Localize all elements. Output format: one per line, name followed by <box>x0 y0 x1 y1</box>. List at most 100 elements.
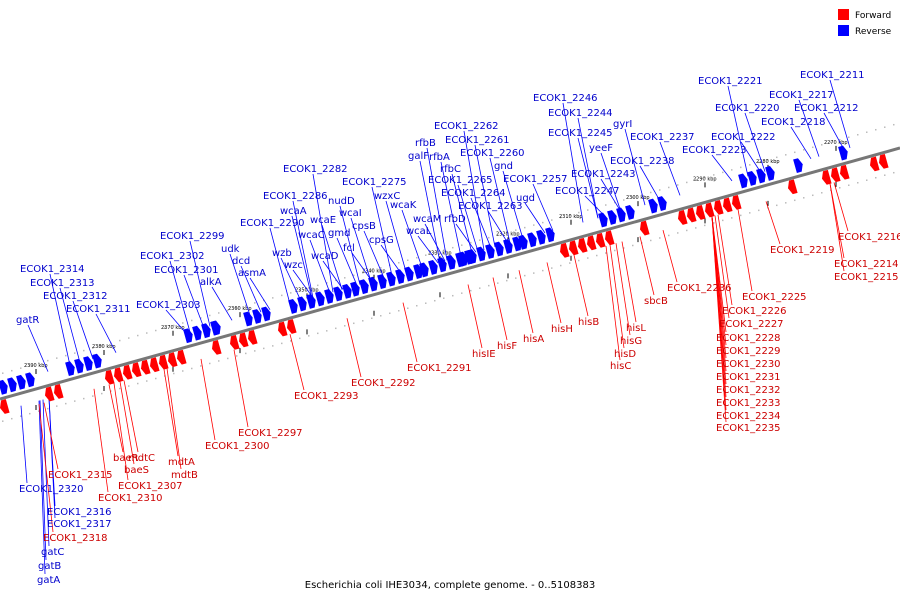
reverse-gene-label[interactable]: wcaA <box>280 206 307 217</box>
forward-gene-label[interactable]: ECOK1_2214 <box>834 259 899 270</box>
reverse-gene-label[interactable]: fcl <box>343 243 355 254</box>
forward-gene-label[interactable]: hisF <box>497 341 517 352</box>
reverse-gene-label[interactable]: ECOK1_2303 <box>136 300 201 311</box>
forward-gene-label[interactable]: hisA <box>523 334 544 345</box>
forward-gene-label[interactable]: ECOK1_2235 <box>716 423 781 434</box>
reverse-gene-label[interactable]: gatA <box>37 575 60 586</box>
forward-gene-label[interactable]: mdtC <box>128 453 155 464</box>
reverse-gene-label[interactable]: yeeF <box>589 143 613 154</box>
reverse-gene-label[interactable]: ECOK1_2290 <box>240 218 305 229</box>
forward-gene-label[interactable]: ECOK1_2318 <box>43 533 108 544</box>
forward-gene-label[interactable]: ECOK1_2215 <box>834 272 899 283</box>
reverse-gene-label[interactable]: wcaK <box>390 200 417 211</box>
forward-gene-label[interactable]: hisB <box>578 317 599 328</box>
reverse-gene-label[interactable]: ECOK1_2275 <box>342 177 407 188</box>
reverse-gene-label[interactable]: alkA <box>200 277 222 288</box>
forward-gene-label[interactable]: ECOK1_2228 <box>716 333 781 344</box>
forward-gene-label[interactable]: ECOK1_2226 <box>722 306 787 317</box>
forward-gene-label[interactable]: hisL <box>626 323 646 334</box>
forward-gene-label[interactable]: ECOK1_2233 <box>716 398 781 409</box>
forward-gene-label[interactable]: ECOK1_2310 <box>98 493 163 504</box>
forward-gene-label[interactable]: ECOK1_2236 <box>667 283 732 294</box>
forward-gene-label[interactable]: mdtB <box>171 470 198 481</box>
reverse-gene-label[interactable]: ECOK1_2263 <box>458 201 523 212</box>
forward-gene-label[interactable]: ECOK1_2300 <box>205 441 270 452</box>
reverse-gene-label[interactable]: gatC <box>41 547 64 558</box>
reverse-gene-label[interactable]: gatR <box>16 315 39 326</box>
reverse-gene-label[interactable]: ECOK1_2264 <box>441 188 506 199</box>
reverse-gene-label[interactable]: ECOK1_2257 <box>503 174 568 185</box>
reverse-gene-label[interactable]: wcaE <box>310 215 336 226</box>
reverse-gene-label[interactable]: wcaL <box>406 226 432 237</box>
forward-gene-label[interactable]: baeR <box>113 453 139 464</box>
forward-gene-label[interactable]: baeS <box>124 465 149 476</box>
reverse-gene-label[interactable]: gatB <box>38 561 61 572</box>
reverse-gene-label[interactable]: ECOK1_2237 <box>630 132 695 143</box>
forward-gene-label[interactable]: ECOK1_2229 <box>716 346 781 357</box>
reverse-gene-label[interactable]: gyrI <box>613 119 632 130</box>
reverse-gene-label[interactable]: rfbC <box>440 164 461 175</box>
forward-gene-label[interactable]: ECOK1_2225 <box>742 292 807 303</box>
reverse-gene-label[interactable]: cpsB <box>352 221 376 232</box>
forward-gene-label[interactable]: ECOK1_2315 <box>48 470 113 481</box>
reverse-gene-label[interactable]: ugd <box>516 193 535 204</box>
reverse-gene-label[interactable]: wzb <box>272 248 292 259</box>
reverse-gene-label[interactable]: wcaD <box>311 251 339 262</box>
reverse-gene-label[interactable]: ECOK1_2243 <box>571 169 636 180</box>
reverse-gene-label[interactable]: ECOK1_2314 <box>20 264 85 275</box>
reverse-gene-label[interactable]: wzxC <box>374 191 400 202</box>
reverse-gene-label[interactable]: ECOK1_2302 <box>140 251 205 262</box>
forward-gene-label[interactable]: ECOK1_2230 <box>716 359 781 370</box>
reverse-gene-label[interactable]: ECOK1_2301 <box>154 265 219 276</box>
reverse-gene-label[interactable]: ECOK1_2261 <box>445 135 510 146</box>
reverse-gene-label[interactable]: ECOK1_2320 <box>19 484 84 495</box>
forward-gene-label[interactable]: ECOK1_2307 <box>118 481 183 492</box>
reverse-gene-label[interactable]: asmA <box>238 268 266 279</box>
reverse-gene-label[interactable]: ECOK1_2244 <box>548 108 613 119</box>
forward-gene-label[interactable]: ECOK1_2293 <box>294 391 359 402</box>
reverse-gene-label[interactable]: cpsG <box>369 235 394 246</box>
reverse-gene-label[interactable]: nudD <box>328 196 355 207</box>
reverse-gene-label[interactable]: rfbD <box>444 214 466 225</box>
reverse-gene-label[interactable]: ECOK1_2247 <box>555 186 620 197</box>
reverse-gene-label[interactable]: udk <box>221 244 240 255</box>
reverse-gene-label[interactable]: ECOK1_2220 <box>715 103 780 114</box>
reverse-gene-label[interactable]: ECOK1_2223 <box>682 145 747 156</box>
reverse-gene-label[interactable]: wcaC <box>298 230 325 241</box>
forward-gene-label[interactable]: hisG <box>620 336 642 347</box>
reverse-gene-label[interactable]: galF <box>408 151 429 162</box>
reverse-gene-label[interactable]: ECOK1_2282 <box>283 164 348 175</box>
reverse-gene-label[interactable]: ECOK1_2212 <box>794 103 859 114</box>
reverse-gene-label[interactable]: gmd <box>328 228 350 239</box>
reverse-gene-label[interactable]: ECOK1_2312 <box>43 291 108 302</box>
reverse-gene-label[interactable]: ECOK1_2217 <box>769 90 834 101</box>
reverse-gene-label[interactable]: ECOK1_2218 <box>761 117 826 128</box>
forward-gene-label[interactable]: hisIE <box>472 349 496 360</box>
reverse-gene-label[interactable]: ECOK1_2313 <box>30 278 95 289</box>
reverse-gene-label[interactable]: wcaI <box>339 208 362 219</box>
reverse-gene-label[interactable]: ECOK1_2316 <box>47 507 112 518</box>
forward-gene-label[interactable]: ECOK1_2227 <box>719 319 784 330</box>
reverse-gene-label[interactable]: wzc <box>284 260 303 271</box>
forward-gene-label[interactable]: ECOK1_2216 <box>838 232 900 243</box>
reverse-gene-label[interactable]: ECOK1_2246 <box>533 93 598 104</box>
reverse-gene-label[interactable]: ECOK1_2265 <box>428 175 493 186</box>
forward-gene-label[interactable]: ECOK1_2232 <box>716 385 781 396</box>
reverse-gene-label[interactable]: ECOK1_2238 <box>610 156 675 167</box>
reverse-gene-label[interactable]: ECOK1_2317 <box>47 519 112 530</box>
reverse-gene-label[interactable]: ECOK1_2222 <box>711 132 776 143</box>
reverse-gene-label[interactable]: gnd <box>494 161 513 172</box>
forward-gene-label[interactable]: ECOK1_2234 <box>716 411 781 422</box>
reverse-gene-label[interactable]: ECOK1_2245 <box>548 128 613 139</box>
forward-gene-label[interactable]: hisD <box>614 349 636 360</box>
forward-gene-label[interactable]: hisC <box>610 361 631 372</box>
reverse-gene-label[interactable]: wcaM <box>413 214 441 225</box>
forward-gene-label[interactable]: sbcB <box>644 296 668 307</box>
reverse-gene-label[interactable]: rfbA <box>429 152 450 163</box>
forward-gene-label[interactable]: ECOK1_2297 <box>238 428 303 439</box>
forward-gene-label[interactable]: ECOK1_2231 <box>716 372 781 383</box>
reverse-gene-label[interactable]: dcd <box>232 256 250 267</box>
forward-gene-label[interactable]: ECOK1_2219 <box>770 245 835 256</box>
reverse-gene-label[interactable]: ECOK1_2299 <box>160 231 225 242</box>
reverse-gene-label[interactable]: ECOK1_2260 <box>460 148 525 159</box>
